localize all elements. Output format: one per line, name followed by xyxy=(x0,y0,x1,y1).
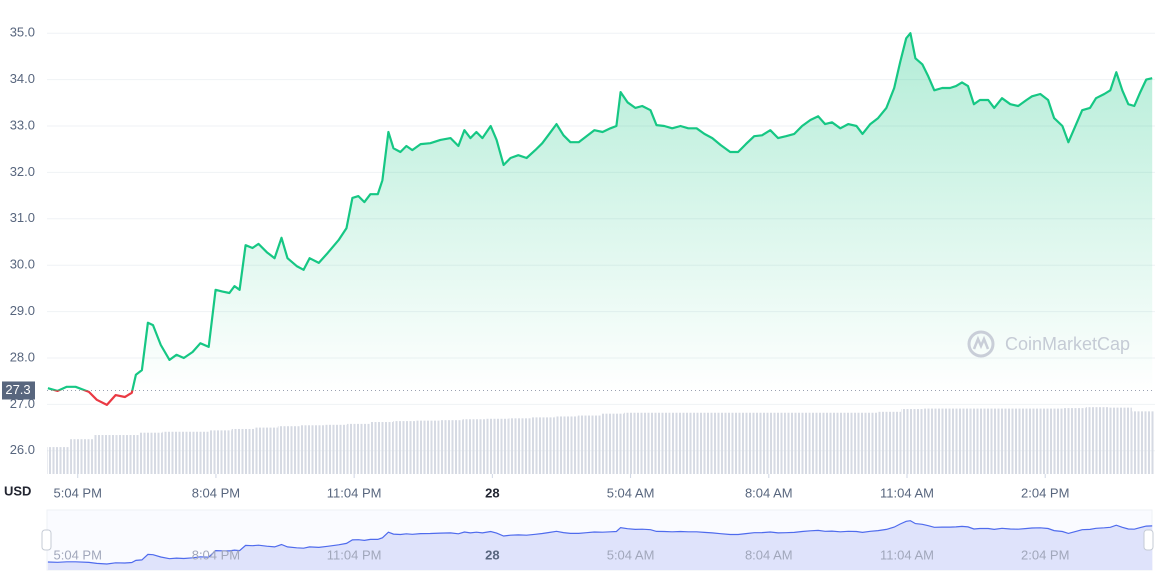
x-tick-label: 11:04 PM xyxy=(327,485,382,500)
volume-bar xyxy=(47,447,71,474)
volume-bar xyxy=(993,408,1017,474)
handle-left[interactable] xyxy=(41,529,52,551)
y-tick-label: 30.0 xyxy=(10,257,35,272)
volume-bar xyxy=(924,408,948,474)
y-tick-label: 31.0 xyxy=(10,210,35,225)
y-tick-label: 29.0 xyxy=(10,303,35,318)
volume-bar xyxy=(393,421,417,474)
volume-bar xyxy=(624,412,648,474)
x-tick-label: 5:04 AM xyxy=(607,485,655,500)
volume-bar xyxy=(462,419,486,474)
baseline-label-box xyxy=(2,381,35,400)
volume-bar xyxy=(647,412,671,474)
y-tick-label: 32.0 xyxy=(10,164,35,179)
volume-bar xyxy=(1131,411,1155,474)
x-tick-label: 8:04 AM xyxy=(745,485,793,500)
price-layer: 27.3 xyxy=(2,32,1155,406)
volume-bar xyxy=(93,435,117,474)
volume-bar xyxy=(1016,408,1040,474)
volume-bar xyxy=(231,428,255,474)
navigator-tick-label: 28 xyxy=(485,547,499,562)
navigator-tick-label: 8:04 PM xyxy=(192,547,240,562)
volume-bar xyxy=(716,412,740,474)
watermark: CoinMarketCap xyxy=(967,330,1130,358)
navigator-tick-label: 5:04 PM xyxy=(54,547,102,562)
volume-bar xyxy=(277,426,301,474)
navigator-area xyxy=(47,520,1153,570)
x-tick-label: 5:04 PM xyxy=(54,485,102,500)
y-unit: USD xyxy=(4,483,31,498)
volume-bar xyxy=(601,413,625,474)
volume-bar xyxy=(531,417,555,474)
volume-bar xyxy=(416,420,440,474)
navigator-tick-label: 2:04 PM xyxy=(1021,547,1069,562)
volume-bar xyxy=(785,412,809,474)
volume-bar xyxy=(854,412,878,474)
volume-bar xyxy=(1039,408,1063,474)
volume-bar xyxy=(347,423,371,474)
volume-bar xyxy=(162,431,186,474)
navigator: 5:04 PM 8:04 PM 11:04 PM 28 5:04 AM 8:04 AM 11… xyxy=(46,509,1153,571)
y-tick-label: 27.0 xyxy=(10,396,35,411)
volume-bar xyxy=(947,408,971,474)
volume-bar xyxy=(300,425,324,474)
volume-bar xyxy=(485,418,509,474)
x-tick-label: 28 xyxy=(485,485,499,500)
navigator-tick-label: 11:04 AM xyxy=(880,547,934,562)
volume-bar xyxy=(116,435,140,474)
volume-bar xyxy=(970,408,994,474)
y-tick-label: 34.0 xyxy=(10,71,35,86)
volume-bar xyxy=(831,412,855,474)
y-tick-label: 26.0 xyxy=(10,442,35,457)
volume-bar xyxy=(508,418,532,474)
volume-layer xyxy=(47,407,1155,474)
volume-bar xyxy=(577,415,601,474)
navigator-tick-label: 8:04 AM xyxy=(745,547,793,562)
volume-bar xyxy=(739,412,763,474)
volume-bar xyxy=(70,439,94,474)
x-tick-label: 11:04 AM xyxy=(880,485,934,500)
navigator-tick-label: 11:04 PM xyxy=(327,547,382,562)
volume-bar xyxy=(670,412,694,474)
volume-bar xyxy=(901,409,925,474)
baseline-label: 27.3 xyxy=(5,382,30,397)
volume-bar xyxy=(693,412,717,474)
volume-bar xyxy=(808,412,832,474)
volume-bar xyxy=(554,416,578,474)
volume-bar xyxy=(762,412,786,474)
volume-bar xyxy=(139,432,163,474)
volume-bar xyxy=(439,420,463,474)
volume-bar xyxy=(370,422,394,474)
x-tick-label: 8:04 PM xyxy=(192,485,240,500)
volume-bar xyxy=(208,430,232,474)
x-tick-label: 2:04 PM xyxy=(1021,485,1069,500)
volume-bar xyxy=(254,427,278,474)
volume-bar xyxy=(1085,407,1109,474)
y-tick-label: 35.0 xyxy=(10,25,35,40)
volume-bar xyxy=(1108,407,1132,474)
navigator-tick-label: 5:04 AM xyxy=(607,547,655,562)
price-line xyxy=(47,32,1153,406)
price-area xyxy=(47,33,1153,405)
handle-right[interactable] xyxy=(1143,529,1154,551)
volume-bar xyxy=(1062,408,1086,474)
navigator-handles xyxy=(41,529,1154,551)
navigator-line xyxy=(47,520,1153,565)
volume-bar xyxy=(324,424,348,474)
y-tick-label: 33.0 xyxy=(10,117,35,132)
volume-bar xyxy=(185,431,209,474)
watermark-text: CoinMarketCap xyxy=(1005,334,1130,354)
volume-bar xyxy=(878,411,902,474)
y-tick-label: 28.0 xyxy=(10,349,35,364)
